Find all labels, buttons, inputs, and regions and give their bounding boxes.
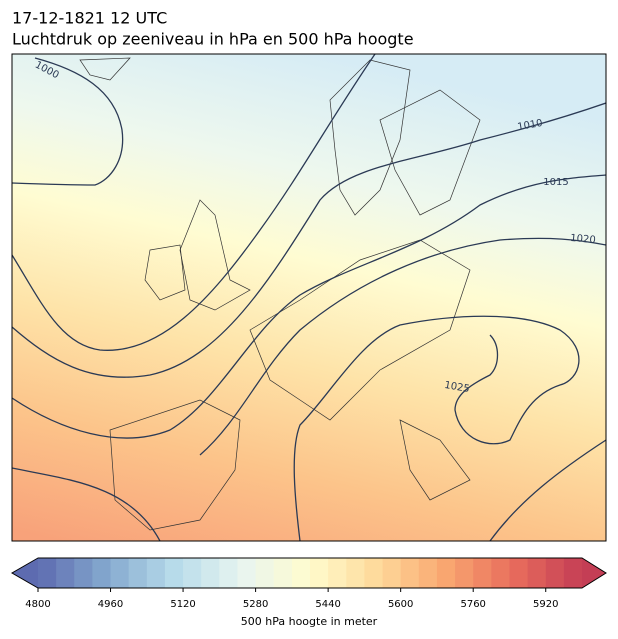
colorbar-segment — [164, 558, 184, 588]
colorbar-segment — [382, 558, 402, 588]
colorbar-segment — [74, 558, 93, 588]
colorbar-extend-high — [582, 558, 606, 588]
isobar-label: 1010 — [517, 118, 544, 133]
colorbar-segment — [310, 558, 329, 588]
height-field — [12, 54, 606, 541]
map-frame — [11, 53, 607, 542]
isobar-label: 1025 — [443, 380, 470, 395]
colorbar-segment — [56, 558, 75, 588]
colorbar-segment — [291, 558, 311, 588]
colorbar-tick-label: 5600 — [388, 599, 413, 610]
colorbar-label: 500 hPa hoogte in meter — [241, 615, 378, 628]
colorbar-segment — [527, 558, 547, 588]
colorbar-segment — [346, 558, 365, 588]
colorbar-segment — [38, 558, 57, 588]
colorbar-tick-label: 5760 — [460, 599, 485, 610]
colorbar-extend-low — [12, 558, 38, 588]
map-title: 17-12-1821 12 UTC — [12, 9, 167, 28]
colorbar-segment — [92, 558, 112, 588]
colorbar-segment — [255, 558, 275, 588]
colorbar-segment — [491, 558, 510, 588]
map-subtitle: Luchtdruk op zeeniveau in hPa en 500 hPa… — [12, 30, 414, 49]
colorbar-segment — [436, 558, 456, 588]
colorbar-segment — [201, 558, 220, 588]
colorbar-segment — [273, 558, 293, 588]
colorbar-tick-label: 5280 — [243, 599, 268, 610]
colorbar-segment — [237, 558, 257, 588]
colorbar-tick-label: 5120 — [170, 599, 195, 610]
map-area: 1000 1010 1015 1020 1025 — [12, 54, 606, 541]
colorbar: 4800 4960 5120 5280 5440 5600 5760 5920 — [10, 557, 607, 610]
colorbar-segment — [563, 558, 583, 588]
colorbar-segment — [146, 558, 166, 588]
colorbar-segment — [364, 558, 384, 588]
colorbar-segment — [183, 558, 202, 588]
isobar-label: 1020 — [570, 233, 596, 246]
isobar-label: 1015 — [543, 177, 568, 188]
coastlines — [79, 57, 481, 531]
colorbar-segment — [219, 558, 238, 588]
colorbar-outline — [10, 557, 607, 589]
colorbar-tick-label: 5920 — [533, 599, 558, 610]
isobars — [12, 54, 606, 541]
colorbar-segment — [509, 558, 529, 588]
colorbar-segment — [110, 558, 130, 588]
colorbar-segment — [128, 558, 148, 588]
colorbar-segment — [455, 558, 474, 588]
colorbar-segment — [328, 558, 347, 588]
colorbar-segment — [400, 558, 420, 588]
colorbar-tick-label: 4800 — [25, 599, 50, 610]
colorbar-segment — [473, 558, 492, 588]
colorbar-tick-label: 5440 — [315, 599, 340, 610]
colorbar-segment — [418, 558, 438, 588]
colorbar-segment — [545, 558, 565, 588]
colorbar-tick-label: 4960 — [98, 599, 123, 610]
